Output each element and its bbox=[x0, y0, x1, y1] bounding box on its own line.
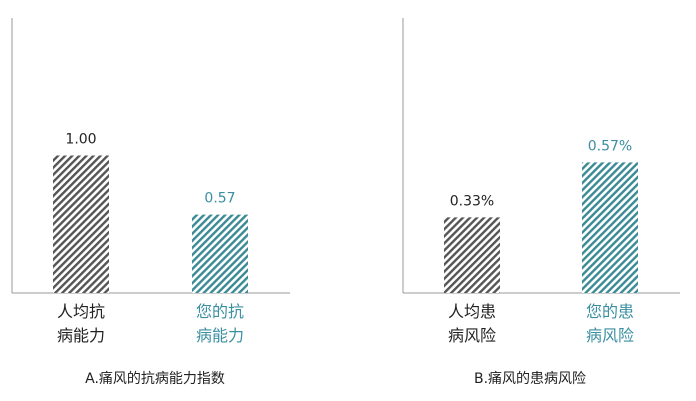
chart: 0.33% 人均患病风险 0.57% 您的患病风险 B.痛风的患病风险 bbox=[402, 18, 680, 387]
value-label: 1.00 bbox=[65, 132, 96, 148]
x-tick-label: 人均患病风险 bbox=[448, 302, 496, 345]
x-tick-label: 您的抗病能力 bbox=[196, 302, 244, 345]
bar bbox=[444, 217, 500, 293]
x-tick-label: 人均抗病能力 bbox=[57, 302, 105, 345]
value-label: 0.57 bbox=[204, 191, 235, 207]
chart-title: A.痛风的抗病能力指数 bbox=[85, 370, 225, 387]
bar bbox=[192, 214, 248, 293]
x-tick-label: 您的患病风险 bbox=[586, 302, 634, 345]
bar bbox=[582, 162, 638, 293]
bar bbox=[53, 155, 109, 293]
value-label: 0.33% bbox=[450, 193, 494, 209]
value-label: 0.57% bbox=[588, 138, 632, 154]
chart-title: B.痛风的患病风险 bbox=[474, 370, 586, 387]
chart: 1.00 人均抗病能力 0.57 您的抗病能力 A.痛风的抗病能力指数 bbox=[11, 18, 290, 387]
